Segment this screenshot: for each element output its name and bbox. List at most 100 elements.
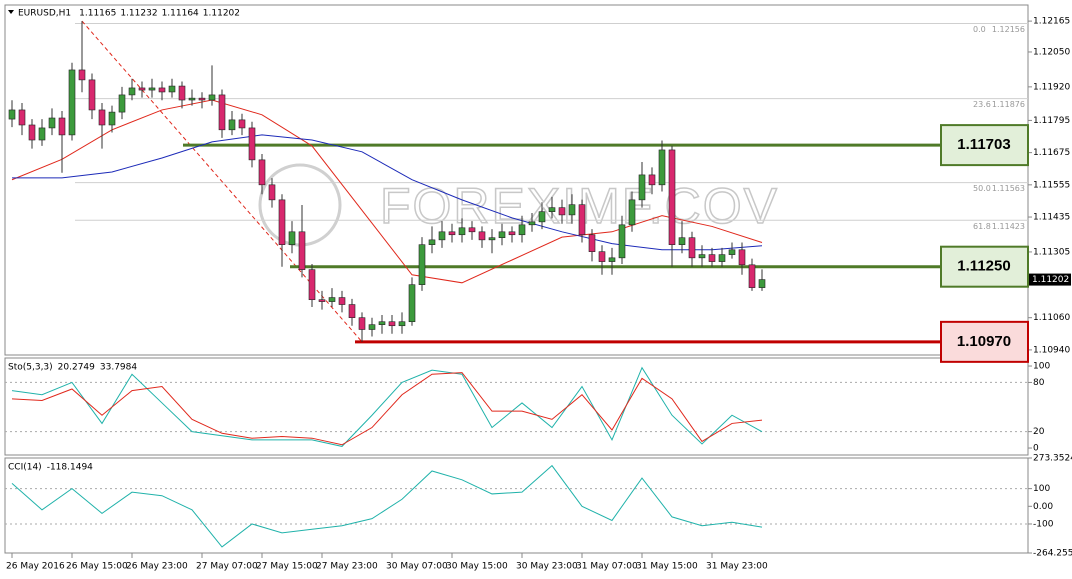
candle-body [468,227,476,233]
symbol: EURUSD,H1 [18,9,71,19]
indicator-line [11,372,763,446]
candle-body [558,207,566,216]
candle-body [178,85,186,101]
y-tick-label: 0 [1033,444,1039,454]
x-tick-label: 26 May 23:00 [126,562,188,572]
candle-body [508,231,516,236]
y-tick-label: 273.3524 [1033,454,1072,464]
watermark: FOREXIMF.COV [380,178,779,234]
candle-body [658,149,666,186]
level-label: 1.11703 [957,136,1010,153]
candle-body [218,94,226,131]
fib-ratio: 0.0 [973,25,986,34]
candle-body [488,237,496,241]
header-price: 1.11165 [79,9,116,19]
candle-body [608,257,616,262]
moving-average [12,134,763,251]
candle-body [248,127,256,161]
candle-body [228,119,236,131]
y-tick-label: 80 [1033,378,1045,388]
candle-body [238,119,246,129]
y-tick-label: 1.11675 [1033,148,1070,158]
candle-body [308,269,316,301]
candle-body [418,244,426,285]
candle-body [258,159,266,186]
x-tick-label: 27 May 07:00 [196,562,258,572]
candle-body [448,231,456,236]
candle-body [698,254,706,259]
candle-body [58,117,66,136]
candle-body [718,254,726,262]
candle-body [168,85,176,93]
candle-body [728,249,736,255]
candle-body [328,297,336,302]
fib-ratio: 61.8 [973,222,991,231]
candle-body [388,321,396,327]
candle-body [518,224,526,236]
candle-body [538,211,546,223]
candle-body [68,69,76,136]
fib-value: 1.12156 [992,25,1025,34]
candle-body [158,87,166,93]
candle-body [678,237,686,245]
candle-body [378,321,386,325]
indicator-label: CCI(14) [8,463,42,473]
candle-body [138,87,146,91]
candle-body [438,231,446,241]
x-tick-label: 30 May 07:00 [386,562,448,572]
y-tick-label: 1.11060 [1033,313,1070,323]
candle-body [688,237,696,259]
candle-body [638,174,646,201]
candle-body [648,174,656,186]
candle-body [148,87,156,91]
candle-body [48,117,56,129]
candle-body [598,251,606,262]
y-tick-label: 100 [1033,484,1050,494]
cci-panel [4,457,1029,554]
x-tick-label: 30 May 15:00 [446,562,508,572]
level-label: 1.11250 [957,258,1010,275]
candle-body [478,231,486,241]
y-tick-label: 100 [1033,362,1050,372]
header-price: 1.11202 [203,9,240,19]
y-tick-label: 1.12050 [1033,47,1070,57]
candle-body [628,199,636,226]
candle-body [208,94,216,101]
level-box [940,124,1029,167]
y-tick-label: -264.2553 [1033,549,1072,559]
candle-body [498,231,506,239]
indicator-line [11,366,763,447]
y-tick-label: 1.11795 [1033,116,1070,126]
x-tick-label: 31 May 23:00 [706,562,768,572]
indicator-reading: -118.1494 [47,463,93,473]
fib-value: 1.11423 [992,222,1025,231]
candle-body [118,94,126,113]
x-tick-label: 26 May 2016 [6,562,65,572]
candle-body [88,79,96,111]
x-tick-label: 27 May 15:00 [256,562,318,572]
candle-body [668,149,676,245]
candle-body [398,321,406,327]
y-tick-label: 0.00 [1033,502,1053,512]
header-price: 1.11164 [162,9,199,19]
x-tick-label: 26 May 15:00 [66,562,128,572]
candle-body [528,221,536,226]
candle-body [198,97,206,101]
y-tick-label: 1.11435 [1033,213,1070,223]
candle-body [408,284,416,323]
candle-body [108,111,116,126]
level-box [940,245,1029,288]
y-tick-label: 1.11920 [1033,82,1070,92]
y-tick-label: 1.10940 [1033,345,1070,355]
candle-body [428,239,436,245]
y-tick-label: 1.12165 [1033,17,1070,27]
indicator-reading: 20.2749 [58,363,95,373]
candle-body [348,304,356,318]
fib-value: 1.11876 [992,100,1025,109]
x-tick-label: 31 May 15:00 [636,562,698,572]
candle-body [8,109,16,120]
candle-body [18,109,26,126]
candle-body [98,109,106,126]
